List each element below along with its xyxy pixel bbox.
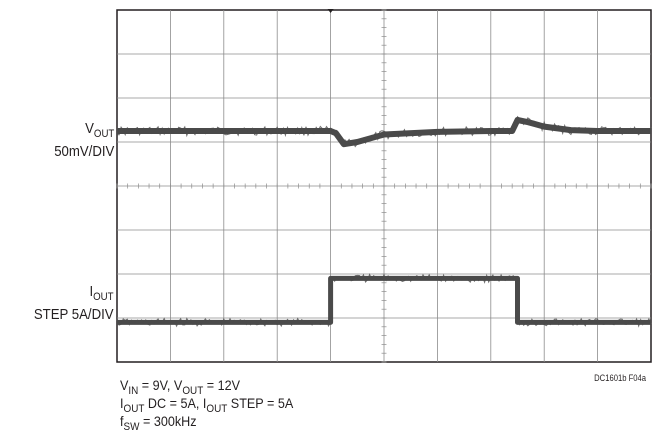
condition-line-1: VIN = 9V, VOUT = 12V (120, 377, 241, 398)
iout-label: IOUT STEP 5A/DIV (34, 283, 114, 323)
vout-label: VOUT 50mV/DIV (53, 120, 114, 160)
figure-code: DC1601b F04a (594, 373, 646, 383)
iout-scale: STEP 5A/DIV (34, 306, 114, 323)
trace-line (117, 117, 651, 148)
trigger-marker (327, 9, 334, 13)
condition-line-3: fSW = 300kHz (120, 413, 197, 434)
condition-line-2: IOUT DC = 5A, IOUT STEP = 5A (120, 395, 294, 416)
vout-scale: 50mV/DIV (53, 143, 114, 160)
scope-grid (116, 9, 652, 363)
trace-noise (116, 115, 652, 148)
trace-noise (116, 273, 652, 328)
scope-traces (116, 115, 652, 328)
